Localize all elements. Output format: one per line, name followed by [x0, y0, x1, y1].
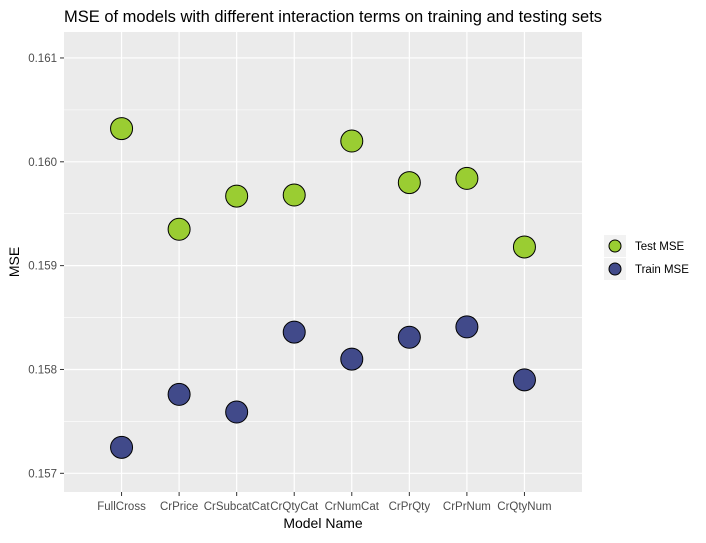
y-tick-label: 0.158	[28, 364, 57, 376]
x-axis-label: Model Name	[283, 515, 363, 531]
chart-title: MSE of models with different interaction…	[64, 8, 602, 26]
point-test-mse	[225, 184, 249, 208]
legend-marker	[608, 262, 622, 276]
plot-panel	[64, 32, 582, 492]
x-tick-label: CrQtyCat	[270, 501, 319, 513]
point-test-mse	[340, 129, 364, 153]
point-train-mse	[282, 320, 306, 344]
x-tick-label: CrPrNum	[443, 501, 491, 513]
y-axis: 0.157 0.158 0.159 0.160 0.161	[28, 53, 64, 480]
point-test-mse	[110, 117, 134, 141]
x-tick-label: CrNumCat	[325, 501, 380, 513]
y-tick-label: 0.159	[28, 261, 57, 273]
legend: Test MSE Train MSE	[604, 235, 689, 280]
x-axis: FullCross CrPrice CrSubcatCat CrQtyCat CrNum…	[97, 492, 552, 513]
point-train-mse	[455, 315, 479, 339]
grid-major-lines	[64, 32, 582, 492]
x-tick-label: CrPrQty	[389, 501, 431, 513]
point-train-mse	[225, 400, 249, 424]
legend-label: Test MSE	[635, 241, 685, 253]
point-test-mse	[397, 171, 421, 195]
y-axis-label: MSE	[6, 247, 22, 277]
x-tick-label: FullCross	[97, 501, 146, 513]
point-train-mse	[512, 368, 536, 392]
y-tick-label: 0.157	[28, 468, 57, 480]
point-train-mse	[167, 382, 191, 406]
x-tick-label: CrSubcatCat	[204, 501, 271, 513]
point-test-mse	[282, 183, 306, 207]
x-tick-label: CrPrice	[160, 501, 198, 513]
y-tick-label: 0.161	[28, 53, 57, 65]
legend-label: Train MSE	[635, 264, 689, 276]
point-train-mse	[340, 347, 364, 371]
point-train-mse	[397, 325, 421, 349]
point-test-mse	[167, 217, 191, 241]
legend-marker	[608, 239, 622, 253]
point-train-mse	[110, 435, 134, 459]
y-tick-label: 0.160	[28, 157, 57, 169]
data-points	[110, 117, 536, 459]
grid-minor-lines	[64, 109, 582, 422]
point-test-mse	[455, 166, 479, 190]
point-test-mse	[512, 235, 536, 259]
x-tick-label: CrQtyNum	[497, 501, 551, 513]
